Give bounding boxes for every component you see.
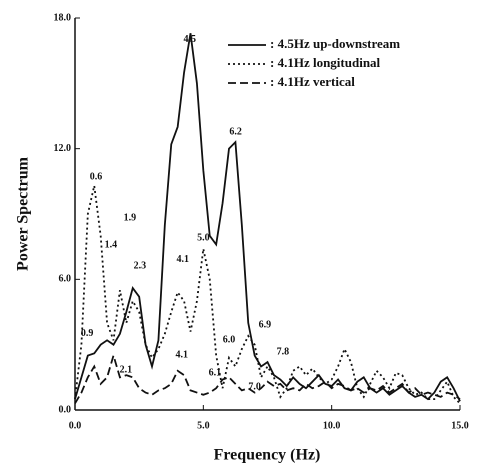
- peak-label: 4.5: [183, 34, 196, 45]
- legend-label: : 4.1Hz longitudinal: [270, 55, 381, 70]
- peak-label: 6.0: [223, 335, 236, 346]
- y-tick-label: 6.0: [59, 274, 72, 285]
- peak-label: 6.2: [229, 127, 242, 138]
- x-tick-label: 0.0: [69, 420, 82, 431]
- x-axis-title: Frequency (Hz): [214, 447, 321, 464]
- y-tick-label: 18.0: [54, 12, 72, 23]
- peak-label: 1.4: [105, 239, 118, 250]
- x-tick-label: 5.0: [197, 420, 210, 431]
- peak-label: 5.0: [197, 232, 210, 243]
- y-axis-title: Power Spectrum: [15, 156, 32, 271]
- y-tick-label: 12.0: [54, 143, 72, 154]
- series-line: [74, 185, 461, 405]
- peak-label: 2.1: [120, 364, 133, 375]
- x-tick-label: 10.0: [323, 420, 341, 431]
- peak-label: 6.9: [259, 319, 272, 330]
- peak-label: 0.6: [90, 171, 103, 182]
- peak-label: 7.0: [248, 381, 261, 392]
- peak-label: 0.9: [81, 328, 94, 339]
- peak-label: 2.3: [134, 261, 147, 272]
- series-line: [74, 352, 461, 404]
- y-tick-label: 0.0: [59, 404, 72, 415]
- x-tick-label: 15.0: [451, 420, 469, 431]
- peak-label: 1.9: [124, 213, 137, 224]
- legend-label: : 4.1Hz vertical: [270, 74, 355, 89]
- peak-label: 4.1: [177, 254, 190, 265]
- series-line: [74, 33, 461, 402]
- peak-label: 4.1: [176, 349, 189, 360]
- peak-label: 7.8: [277, 346, 290, 357]
- legend-label: : 4.5Hz up-downstream: [270, 36, 400, 51]
- peak-label: 6.1: [209, 367, 222, 378]
